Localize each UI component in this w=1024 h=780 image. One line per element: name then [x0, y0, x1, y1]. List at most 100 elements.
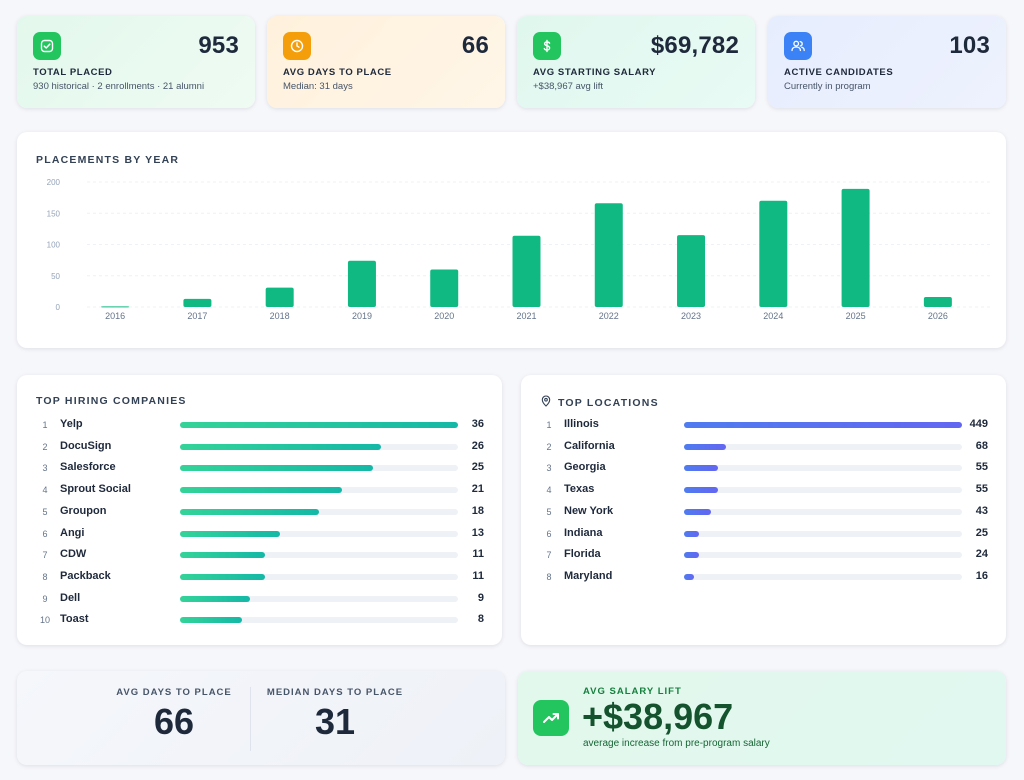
lift-subtext: average increase from pre-program salary [583, 738, 770, 749]
item-rank: 4 [546, 485, 552, 496]
item-bar-fill [180, 508, 319, 515]
bar-2017[interactable] [183, 298, 212, 307]
stat-card-avg-salary: $69,782 AVG STARTING SALARY +$38,967 avg… [517, 16, 755, 108]
stat-subtext: +$38,967 avg lift [533, 81, 603, 92]
bar-2024[interactable] [759, 200, 788, 307]
item-bar-fill [180, 573, 265, 580]
item-rank: 7 [42, 550, 48, 561]
bar-2025[interactable] [841, 188, 870, 307]
item-name: Sprout Social [60, 483, 131, 496]
stat-subtext: Currently in program [784, 81, 871, 92]
list-item: 4 Sprout Social 21 [17, 480, 502, 500]
item-name: Angi [60, 526, 85, 539]
stat-subtext: 930 historical · 2 enrollments · 21 alum… [33, 81, 205, 92]
item-name: California [564, 439, 615, 452]
item-bar-track [180, 552, 458, 559]
item-count: 36 [471, 418, 484, 430]
bar-2026[interactable] [923, 297, 952, 307]
item-bar-track [684, 443, 962, 450]
stat-subtext: Median: 31 days [283, 81, 353, 92]
stat-card-active-candidates: 103 ACTIVE CANDIDATES Currently in progr… [768, 16, 1006, 108]
item-rank: 2 [546, 441, 552, 452]
item-bar-track [180, 617, 458, 624]
x-tick-label: 2024 [763, 311, 783, 321]
bar-2021[interactable] [512, 235, 541, 307]
list-item: 1 Illinois 449 [521, 415, 1006, 435]
item-count: 24 [975, 548, 988, 561]
x-tick-label: 2023 [681, 311, 701, 321]
item-count: 68 [975, 439, 988, 452]
item-count: 26 [471, 439, 484, 452]
bar-2016[interactable] [101, 306, 130, 308]
item-bar-fill [684, 422, 962, 428]
item-bar-track [180, 508, 458, 515]
stat-label: AVG STARTING SALARY [533, 67, 657, 78]
list-item: 4 Texas 55 [521, 480, 1006, 500]
dollar-icon [533, 32, 561, 60]
item-bar-fill [684, 530, 700, 537]
list-item: 2 DocuSign 26 [17, 437, 502, 457]
item-rank: 5 [42, 506, 48, 517]
stat-card-total-placed: 953 TOTAL PLACED 930 historical · 2 enro… [17, 16, 255, 108]
y-tick-label: 200 [47, 178, 61, 187]
item-rank: 2 [42, 441, 48, 452]
item-bar-track [684, 508, 962, 515]
item-bar-fill [684, 487, 719, 494]
list-item: 3 Georgia 55 [521, 458, 1006, 478]
list-item: 6 Angi 13 [17, 524, 502, 544]
item-rank: 7 [546, 550, 552, 561]
item-bar-fill [684, 443, 727, 450]
item-name: Dell [60, 591, 81, 604]
item-name: Packback [60, 569, 111, 582]
stat-value: 103 [949, 32, 990, 59]
y-tick-label: 100 [47, 241, 61, 250]
chart-title: PLACEMENTS BY YEAR [36, 154, 180, 166]
item-rank: 1 [546, 420, 552, 430]
x-tick-label: 2018 [270, 311, 290, 321]
bar-2023[interactable] [677, 235, 706, 307]
item-name: Texas [564, 483, 595, 496]
y-tick-label: 150 [47, 209, 61, 218]
item-rank: 8 [42, 571, 48, 582]
item-bar-fill [684, 552, 699, 559]
item-bar-fill [684, 508, 711, 515]
locations-header: TOP LOCATIONS [540, 395, 659, 410]
item-count: 55 [975, 461, 988, 474]
list-item: 3 Salesforce 25 [17, 458, 502, 478]
list-item: 5 Groupon 18 [17, 502, 502, 522]
item-bar-track [180, 595, 458, 602]
item-bar-fill [684, 465, 719, 472]
list-item: 6 Indiana 25 [521, 524, 1006, 544]
y-tick-label: 50 [51, 272, 60, 281]
item-bar-fill [180, 530, 281, 537]
bar-2019[interactable] [347, 260, 376, 307]
item-name: Indiana [564, 526, 603, 539]
item-bar-track [684, 465, 962, 472]
stat-value: 66 [461, 32, 489, 59]
median-days-value: 31 [314, 701, 356, 742]
item-bar-fill [684, 573, 694, 580]
item-bar-track [180, 443, 458, 450]
item-bar-track [684, 422, 962, 428]
item-name: Groupon [60, 504, 107, 517]
item-count: 18 [471, 504, 484, 517]
item-bar-fill [180, 617, 242, 624]
list-item: 1 Yelp 36 [17, 415, 502, 435]
lift-value: +$38,967 [582, 696, 734, 737]
check-icon [33, 32, 61, 60]
item-bar-fill [180, 595, 250, 602]
bar-2022[interactable] [594, 203, 623, 307]
item-name: Florida [564, 548, 601, 561]
bar-2020[interactable] [430, 269, 459, 308]
item-name: Yelp [60, 418, 83, 430]
bar-2018[interactable] [265, 287, 294, 307]
list-item: 8 Packback 11 [17, 567, 502, 587]
x-tick-label: 2025 [846, 311, 866, 321]
top-hiring-companies-card: TOP HIRING COMPANIES 1 Yelp 36 2 DocuSign 26 3… [17, 375, 502, 645]
item-count: 13 [471, 526, 484, 539]
salary-lift-card: AVG SALARY LIFT +$38,967 average increas… [518, 671, 1006, 765]
list-item: 9 Dell 9 [17, 589, 502, 609]
item-rank: 1 [42, 420, 48, 430]
item-count: 11 [472, 569, 484, 582]
x-tick-label: 2021 [516, 311, 536, 321]
